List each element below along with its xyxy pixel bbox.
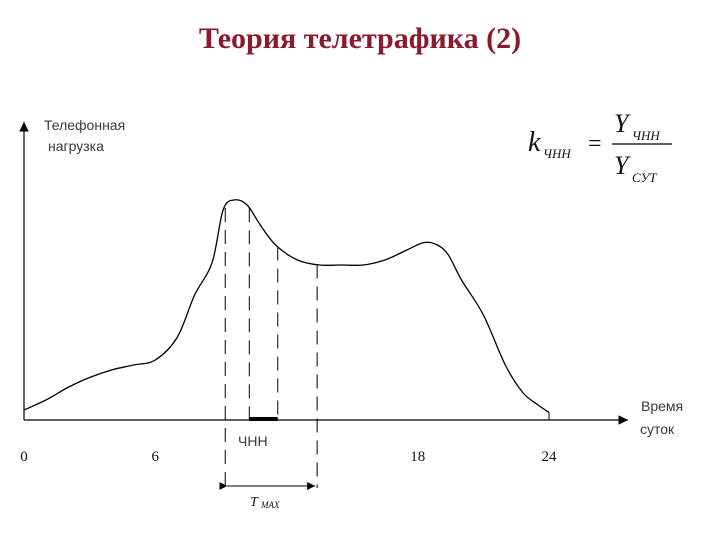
x-tick-label-2: 18 bbox=[410, 449, 425, 465]
formula-k-subscript: ЧНН bbox=[543, 146, 571, 161]
page-title: Теория телетрафика (2) bbox=[198, 22, 522, 55]
x-tick-label-0: 0 bbox=[20, 449, 28, 465]
y-axis-label-line1: Телефонная bbox=[44, 117, 125, 133]
y-axis-label-line2: нагрузка bbox=[48, 138, 104, 154]
x-tick-labels: 0 6 18 24 bbox=[20, 449, 557, 465]
busy-hour-label: ЧНН bbox=[238, 433, 268, 449]
tmax-label: T MAX bbox=[250, 495, 280, 510]
load-curve bbox=[23, 199, 550, 414]
x-tick-label-3: 24 bbox=[542, 449, 558, 465]
x-axis-label-line1: Время bbox=[641, 398, 683, 414]
formula-numerator: Y bbox=[614, 109, 631, 138]
busy-hour-formula: k ЧНН = Y ЧНН Y СУТ bbox=[528, 109, 672, 185]
tmax-subscript: MAX bbox=[260, 500, 280, 510]
dashed-guides bbox=[224, 208, 550, 488]
formula-denominator: Y bbox=[614, 151, 631, 180]
x-tick-label-1: 6 bbox=[152, 449, 160, 465]
tmax-letter: T bbox=[250, 495, 259, 510]
formula-equals: = bbox=[588, 131, 602, 157]
formula-denominator-subscript: СУТ bbox=[632, 170, 657, 185]
x-axis-label-line2: суток bbox=[640, 421, 675, 437]
formula-numerator-subscript: ЧНН bbox=[632, 128, 660, 143]
formula-k: k bbox=[528, 127, 541, 158]
